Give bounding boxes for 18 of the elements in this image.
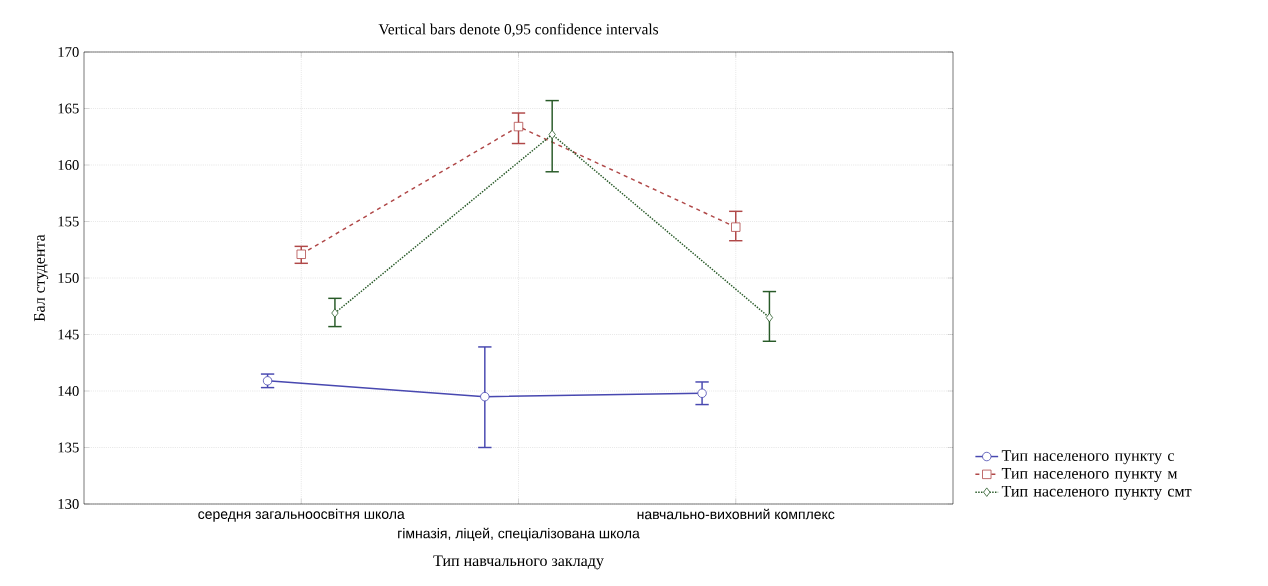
- x-tick-label: середня загальноосвітня школа: [198, 508, 405, 522]
- legend-label: Тип населеного пункту с: [1001, 450, 1174, 465]
- y-tick-label: 170: [58, 47, 79, 57]
- y-tick-label: 130: [58, 499, 79, 509]
- y-tick-label: 160: [58, 160, 79, 170]
- y-axis-title: Бал студента: [34, 234, 49, 322]
- y-tick-label: 135: [58, 442, 79, 453]
- legend-label: Тип населеного пункту смт: [1001, 485, 1192, 500]
- y-tick-label: 145: [58, 329, 79, 340]
- y-tick-label: 155: [58, 216, 79, 227]
- y-tick-label: 140: [58, 386, 79, 396]
- x-tick-label: навчально-виховний комплекс: [637, 508, 835, 520]
- x-axis-title: Тип навчального закладу: [433, 555, 604, 570]
- legend-label: Тип населеного пункту м: [1001, 468, 1178, 483]
- x-tick-label: гімназія, ліцей, спеціалізована школа: [398, 527, 640, 541]
- y-tick-label: 150: [58, 273, 79, 283]
- chart-title: Vertical bars denote 0,95 confidence intervals: [378, 23, 659, 37]
- y-tick-label: 165: [58, 103, 79, 114]
